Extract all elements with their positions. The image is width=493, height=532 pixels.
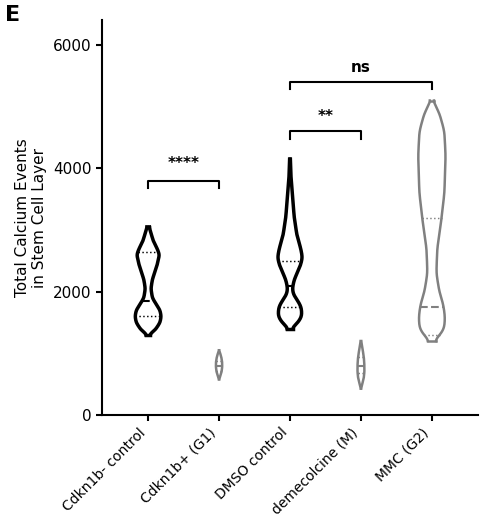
Y-axis label: Total Calcium Events
in Stem Cell Layer: Total Calcium Events in Stem Cell Layer <box>15 138 47 297</box>
Polygon shape <box>278 159 302 329</box>
Text: ****: **** <box>168 156 200 171</box>
Polygon shape <box>135 227 161 335</box>
Text: ns: ns <box>351 60 371 74</box>
Polygon shape <box>216 351 222 379</box>
Text: E: E <box>5 5 20 26</box>
Polygon shape <box>418 101 446 341</box>
Polygon shape <box>357 341 364 388</box>
Text: **: ** <box>317 109 333 124</box>
